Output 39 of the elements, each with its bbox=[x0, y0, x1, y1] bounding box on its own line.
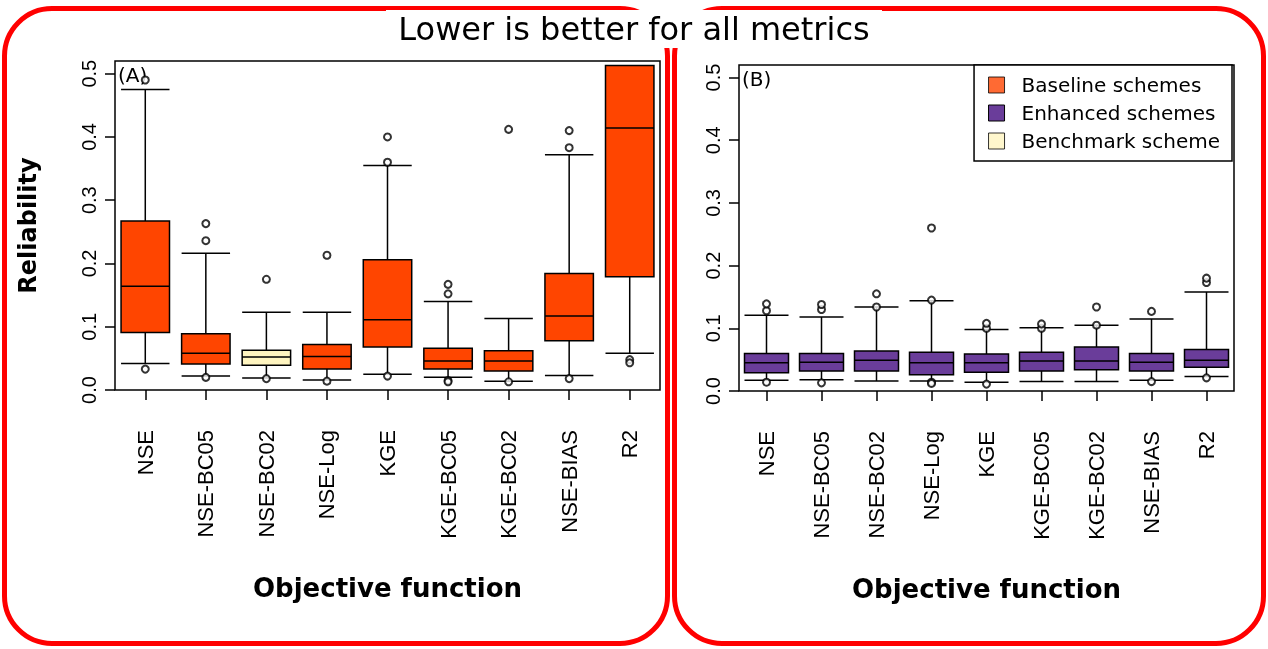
x-tick-label: NSE bbox=[132, 430, 158, 476]
x-tick-label: KGE-BC05 bbox=[435, 430, 461, 539]
x-tick-label: NSE-BIAS bbox=[556, 430, 582, 533]
x-tick-label: NSE bbox=[754, 431, 779, 477]
chart-title: Lower is better for all metrics bbox=[386, 10, 882, 48]
x-tick-label: NSE-Log bbox=[314, 430, 340, 520]
y-tick-label: 0.0 bbox=[702, 377, 724, 405]
y-axis-title: Reliability bbox=[14, 156, 42, 294]
y-tick-label: 0.3 bbox=[702, 189, 724, 217]
x-tick-label: KGE-BC02 bbox=[496, 430, 522, 539]
y-tick-label: 0.5 bbox=[78, 59, 100, 88]
annotation: (A) bbox=[118, 63, 148, 87]
y-tick-label: 0.4 bbox=[702, 126, 724, 155]
x-axis-title: Objective function bbox=[252, 573, 523, 603]
x-tick-label: NSE-BC02 bbox=[864, 431, 889, 539]
legend-label: Benchmark scheme bbox=[1021, 129, 1221, 153]
annotation: (B) bbox=[742, 67, 772, 91]
x-tick-label: NSE-BC02 bbox=[253, 430, 279, 538]
y-tick-label: 0.5 bbox=[702, 63, 724, 92]
legend-label: Enhanced schemes bbox=[1021, 101, 1216, 125]
y-tick-label: 0.2 bbox=[78, 249, 100, 278]
x-axis-title: Objective function bbox=[851, 574, 1122, 604]
y-tick-label: 0.0 bbox=[78, 376, 100, 404]
y-tick-label: 0.3 bbox=[78, 186, 100, 215]
x-tick-label: R2 bbox=[1194, 431, 1219, 460]
y-tick-label: 0.1 bbox=[78, 312, 100, 341]
y-tick-label: 0.4 bbox=[78, 123, 100, 151]
y-tick-label: 0.1 bbox=[702, 314, 724, 343]
legend-label: Baseline schemes bbox=[1021, 73, 1202, 97]
x-tick-label: NSE-Log bbox=[919, 431, 944, 521]
x-tick-label: KGE bbox=[974, 431, 999, 478]
x-tick-label: NSE-BC05 bbox=[809, 431, 834, 539]
x-tick-label: R2 bbox=[617, 430, 643, 459]
y-tick-label: 0.2 bbox=[702, 251, 724, 280]
x-tick-label: KGE-BC02 bbox=[1084, 431, 1109, 540]
x-tick-label: KGE-BC05 bbox=[1029, 431, 1054, 540]
x-tick-label: KGE bbox=[375, 430, 400, 477]
x-tick-label: NSE-BIAS bbox=[1139, 431, 1164, 534]
x-tick-label: NSE-BC05 bbox=[193, 430, 219, 538]
